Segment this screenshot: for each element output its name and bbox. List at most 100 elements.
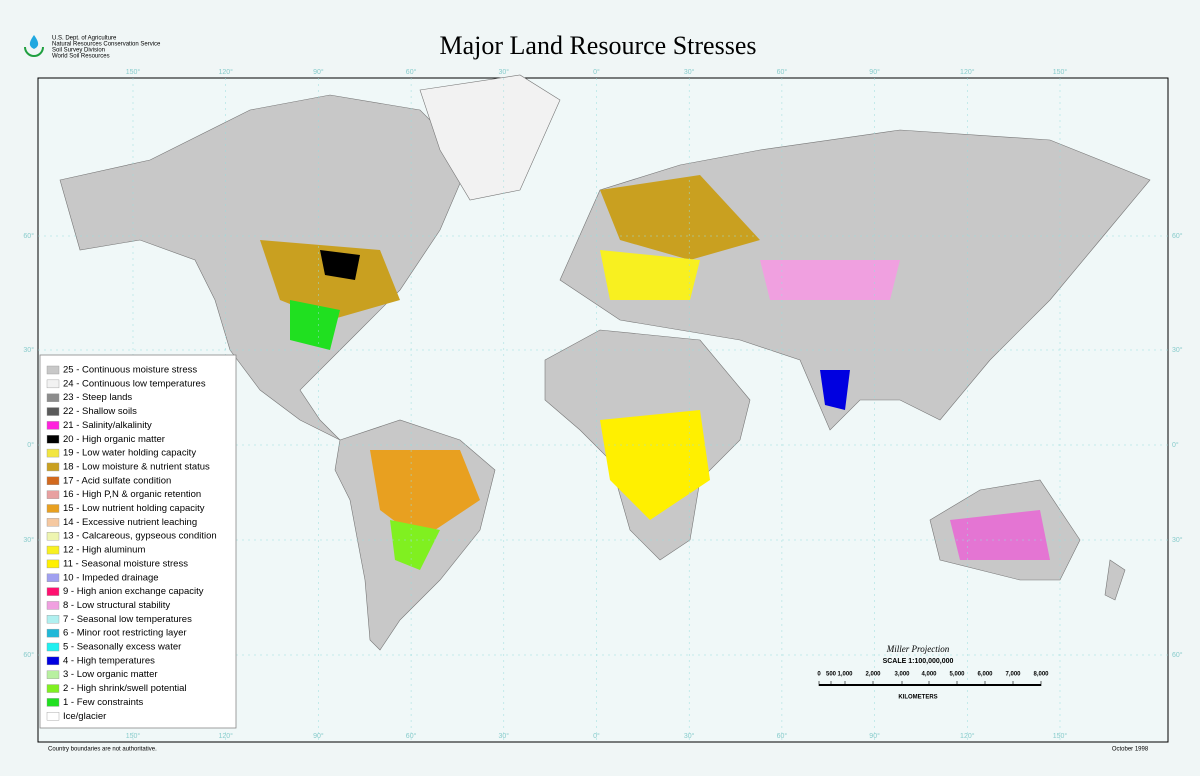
patch (290, 300, 340, 350)
legend-swatch (46, 476, 60, 485)
longitude-label: 150° (126, 732, 141, 740)
legend-label: 3 - Low organic matter (63, 669, 158, 680)
title: Major Land Resource Stresses (440, 31, 757, 60)
legend-swatch (46, 435, 60, 444)
legend-swatch (46, 379, 60, 389)
scale-label: 2,000 (865, 672, 881, 678)
legend-label: 4 - High temperatures (63, 655, 155, 666)
agency-line: World Soil Resources (52, 54, 110, 60)
longitude-label: 150° (126, 68, 141, 76)
patch (600, 250, 700, 300)
patch (950, 510, 1050, 560)
legend-label: 2 - High shrink/swell potential (63, 683, 187, 694)
greenland (419, 74, 561, 201)
patch (370, 450, 480, 540)
legend-swatch (46, 587, 60, 596)
legend-swatch (46, 448, 60, 458)
longitude-label: 30° (684, 732, 695, 740)
new-zealand (1104, 559, 1126, 601)
latitude-label: 30° (23, 536, 34, 544)
legend-swatch (46, 684, 60, 693)
latitude-label: 30° (1172, 346, 1183, 354)
scale-label: 1,000 (837, 672, 853, 678)
longitude-label: 60° (406, 68, 417, 76)
longitude-label: 90° (313, 68, 324, 76)
latitude-label: 30° (1172, 536, 1183, 544)
scale-label: 6,000 (977, 672, 993, 678)
projection: Miller Projection (886, 644, 950, 654)
longitude-label: 90° (313, 732, 324, 740)
scale-label: 4,000 (921, 672, 937, 678)
legend-label: 14 - Excessive nutrient leaching (63, 517, 197, 528)
stress-patches (260, 175, 1050, 570)
legend-label: 13 - Calcareous, gypseous condition (63, 531, 217, 542)
legend-label: 12 - High aluminum (63, 545, 145, 556)
legend-label: 9 - High anion exchange capacity (63, 586, 204, 597)
legend-swatch (46, 504, 60, 513)
patch (820, 370, 850, 410)
legend-label: 23 - Steep lands (63, 392, 132, 403)
patch (260, 240, 400, 320)
legend-swatch (46, 559, 60, 569)
longitude-label: 90° (869, 732, 880, 740)
legend-swatch (46, 656, 60, 666)
agency-line: U.S. Dept. of Agriculture (52, 36, 117, 42)
scale-label: 5,000 (949, 672, 965, 678)
legend-swatch (46, 532, 60, 541)
legend-swatch (46, 462, 60, 472)
scale-bar: 0 500 1,000 2,000 3,000 4,000 5,000 6,000 7,000 8… (817, 672, 1049, 686)
legend-label: 5 - Seasonally excess water (63, 642, 181, 653)
legend-swatch (46, 421, 60, 430)
longitude-label: 60° (406, 732, 417, 740)
scale-label: 8,000 (1033, 672, 1049, 678)
longitude-label: 60° (777, 732, 788, 740)
patch (390, 520, 440, 570)
legend-label: 10 - Impeded drainage (63, 572, 159, 583)
latitude-label: 60° (23, 232, 34, 240)
legend-swatch (46, 615, 60, 624)
legend-swatch (46, 545, 60, 555)
scale-label: 3,000 (894, 672, 910, 678)
legend-label: 20 - High organic matter (63, 434, 165, 445)
legend-swatch (46, 393, 60, 402)
scale-line (819, 684, 1041, 686)
legend-swatch (46, 628, 60, 638)
latitude-label: 60° (23, 651, 34, 659)
legend-label: 6 - Minor root restricting layer (63, 628, 187, 639)
scale-label: 500 (826, 672, 837, 678)
legend-label: 22 - Shallow soils (63, 406, 137, 417)
legend-label: 18 - Low moisture & nutrient status (63, 461, 210, 472)
legend-swatch (46, 670, 60, 679)
legend-label: 25 - Continuous moisture stress (63, 365, 197, 376)
usda-logo (24, 35, 44, 57)
legend-label: 7 - Seasonal low temperatures (63, 614, 192, 625)
legend-swatch (46, 407, 60, 416)
patch (600, 410, 710, 520)
agency-line: Natural Resources Conservation Service (52, 42, 161, 48)
logo-arc (24, 46, 44, 57)
legend-label: 11 - Seasonal moisture stress (63, 558, 188, 569)
longitude-label: 120° (960, 68, 975, 76)
legend-swatch (46, 573, 60, 582)
agency-line: Soil Survey Division (52, 48, 105, 54)
latitude-label: 0° (1172, 441, 1179, 449)
legend-swatch (46, 518, 60, 527)
longitude-label: 60° (777, 68, 788, 76)
legend-label: Ice/glacier (63, 711, 106, 722)
longitude-label: 90° (869, 68, 880, 76)
legend-label: 16 - High P,N & organic retention (63, 489, 201, 500)
patch (320, 250, 360, 280)
legend: 25 - Continuous moisture stress 24 - Cont… (46, 365, 217, 722)
legend-swatch (46, 698, 60, 707)
legend-label: 21 - Salinity/alkalinity (63, 420, 152, 431)
legend-box (39, 354, 237, 729)
scale-label: 0 (817, 672, 821, 678)
legend-label: 19 - Low water holding capacity (63, 448, 196, 459)
legend-label: 17 - Acid sulfate condition (63, 475, 171, 486)
latitude-label: 30° (23, 346, 34, 354)
longitude-label: 0° (593, 732, 600, 740)
scale-unit: KILOMETERS (898, 695, 937, 701)
legend-label: 1 - Few constraints (63, 697, 143, 708)
longitude-label: 120° (218, 68, 233, 76)
